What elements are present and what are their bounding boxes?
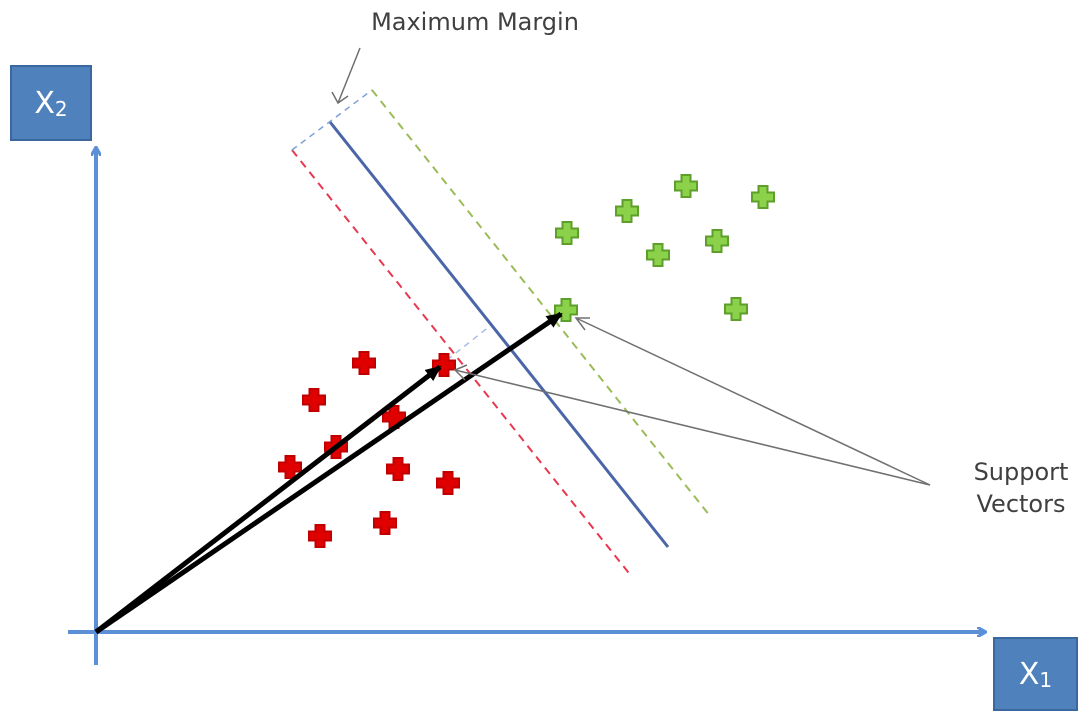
support-pointer-positive (575, 317, 931, 486)
negative-point (302, 388, 326, 412)
x-axis-label: X (1018, 656, 1040, 692)
support-pointer-negative (454, 369, 931, 486)
negative-point (432, 353, 456, 377)
support-vector-arrow-negative (94, 365, 442, 634)
hyperplane-line (328, 121, 670, 548)
y-axis-label-subscript: 2 (54, 97, 68, 121)
max-margin-pointer-head (331, 91, 349, 105)
negative-point (352, 351, 376, 375)
positive-point (674, 174, 698, 198)
negative-margin-line (291, 149, 633, 578)
support-pointer-positive-head (574, 317, 590, 331)
positive-point (751, 185, 775, 209)
negative-point (373, 511, 397, 535)
maximum-margin-label: Maximum Margin (371, 8, 579, 36)
negative-point (308, 524, 332, 548)
negative-point (386, 457, 410, 481)
y-axis-label: X (34, 85, 55, 121)
positive-point (555, 221, 579, 245)
x-axis-label-subscript: 1 (1039, 668, 1053, 692)
support-pointer-negative-head (453, 364, 468, 381)
positive-point (705, 229, 729, 253)
margin-width-mid (446, 325, 491, 361)
margin-width-top (291, 89, 373, 151)
positive-point (724, 297, 748, 321)
positive-margin-line (371, 89, 711, 517)
support-vector-arrow-positive (94, 311, 563, 635)
max-margin-pointer (337, 47, 361, 104)
positive-point (554, 298, 578, 322)
negative-point (436, 471, 460, 495)
positive-point (615, 199, 639, 223)
positive-class-points (554, 174, 775, 322)
positive-point (646, 243, 670, 267)
support-vectors-label-line1: Support (973, 458, 1069, 486)
support-vectors-label: Support Vectors (958, 456, 1084, 520)
negative-class-points (278, 351, 460, 548)
support-vectors-label-line2: Vectors (976, 490, 1066, 518)
